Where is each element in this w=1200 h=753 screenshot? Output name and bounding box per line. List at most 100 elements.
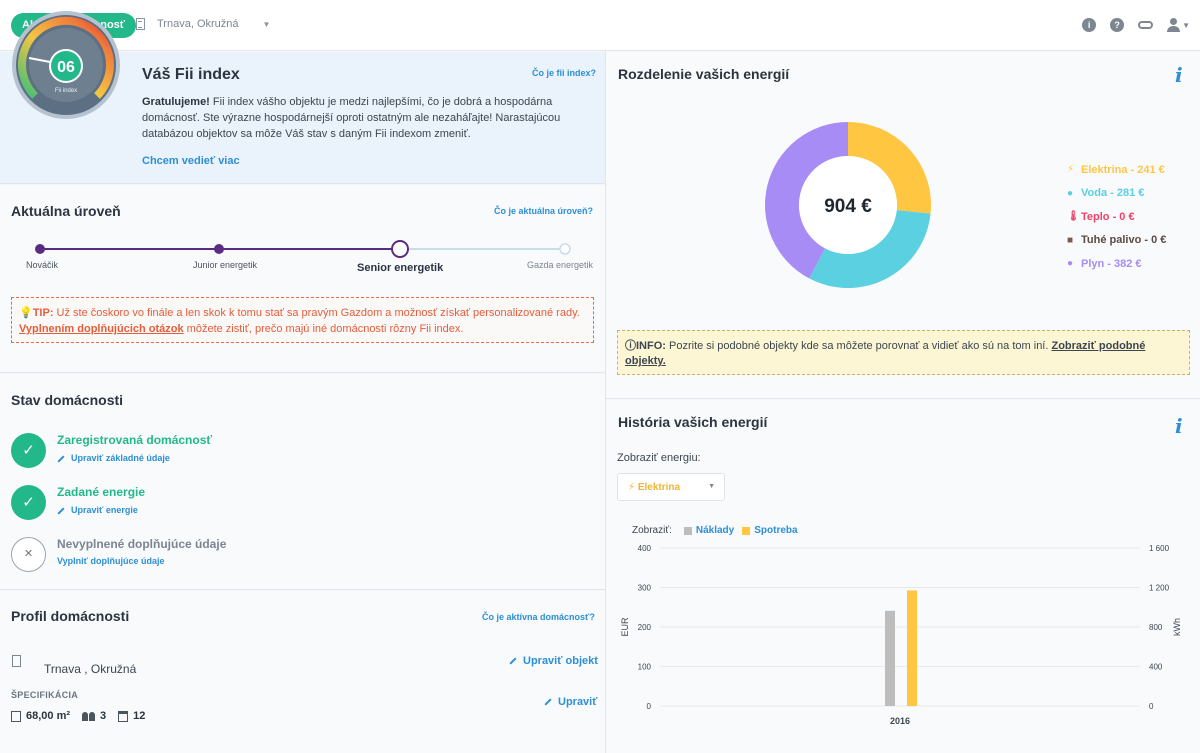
tip-prefix: 💡TIP: <box>19 307 54 319</box>
bar-náklady[interactable] <box>885 610 895 706</box>
legend-item: ⚡ Elektrina - 241 € <box>1067 163 1165 176</box>
show-energy-label: Zobraziť energiu: <box>617 452 701 464</box>
spec-label: ŠPECIFIKÁCIA <box>11 690 79 700</box>
fii-gauge: 06 Fii index <box>12 11 120 119</box>
fii-more-link[interactable]: Chcem vedieť viac <box>142 155 240 167</box>
level-track <box>35 240 571 258</box>
top-bar: Aktívna domácnosť Trnava, Okružná ▼ i ? … <box>0 0 1200 51</box>
check-icon: ✓ <box>11 485 46 520</box>
level-step-dot <box>35 244 45 254</box>
profile-panel <box>0 591 605 753</box>
level-step-label: Gazda energetik <box>527 260 594 270</box>
chevron-down-icon: ▼ <box>708 483 715 490</box>
fii-score: 06 <box>57 59 75 76</box>
history-bar-chart: 0 0 100 400 200 800 300 1 200 400 1 600 EUR kWh 2016 <box>620 544 1182 726</box>
info-text: Pozrite si podobné objekty kde sa môžete… <box>665 340 1052 352</box>
fii-help-link[interactable]: Čo je fii index? <box>532 68 597 78</box>
legend-swatch <box>742 526 751 535</box>
fii-text: Fii index vášho objektu je medzi najlepš… <box>142 96 561 140</box>
legend-item: 🌡 Teplo - 0 € <box>1067 210 1135 223</box>
level-step-label: Junior energetik <box>193 260 258 270</box>
edit-object-link[interactable]: Upraviť objekt <box>509 655 598 667</box>
y-right-tick-label: 800 <box>1149 623 1163 632</box>
level-step-dot <box>214 244 224 254</box>
status-item: ✓ Zaregistrovaná domácnosť Upraviť zákla… <box>11 433 212 468</box>
pencil-icon <box>57 507 65 515</box>
bolt-icon: ⚡ <box>628 482 638 493</box>
tip-text: Už ste čoskoro vo finále a len skok k to… <box>53 307 580 319</box>
status-item-link[interactable]: Upraviť základné údaje <box>57 453 212 463</box>
y-right-axis-label: kWh <box>1172 618 1182 636</box>
fuel-icon: ■ <box>1067 234 1074 246</box>
fii-title: Váš Fii index <box>142 66 240 83</box>
energies-title: Rozdelenie vašich energií <box>618 66 790 82</box>
y-right-tick-label: 1 600 <box>1149 544 1170 553</box>
toolbar-icons: i ? ▼ <box>1082 18 1190 32</box>
history-title: História vašich energií <box>618 414 768 430</box>
status-item-link[interactable]: Vyplniť doplňujúce údaje <box>57 556 165 566</box>
y-tick-label: 0 <box>647 702 652 711</box>
y-tick-label: 200 <box>638 623 652 632</box>
y-right-tick-label: 0 <box>1149 702 1154 711</box>
status-panel <box>0 374 605 590</box>
y-right-tick-label: 400 <box>1149 663 1163 672</box>
donut-total: 904 € <box>824 196 872 217</box>
y-tick-label: 300 <box>638 584 652 593</box>
flame-icon: ● <box>1067 258 1074 270</box>
location-text: Trnava, Okružná <box>157 18 239 30</box>
status-title: Stav domácnosti <box>11 392 124 408</box>
level-title: Aktuálna úroveň <box>11 203 121 219</box>
edit-spec-link[interactable]: Upraviť <box>544 696 598 708</box>
donut-slice[interactable] <box>809 210 931 288</box>
tip-link[interactable]: Vyplnením doplňujúcich otázok <box>19 323 184 335</box>
level-current-label: Senior energetik <box>357 262 444 274</box>
donut-slice[interactable] <box>765 122 848 279</box>
info-icon[interactable]: i <box>1175 414 1183 438</box>
people-icon <box>82 711 96 721</box>
drop-icon: ● <box>1067 187 1074 199</box>
user-menu[interactable]: ▼ <box>1167 18 1190 32</box>
toggle-costs[interactable]: Náklady <box>695 525 735 536</box>
info-icon[interactable]: i <box>1082 18 1097 32</box>
y-tick-label: 400 <box>638 544 652 553</box>
tip-text-end: môžete zistiť, prečo majú iné domácnosti… <box>183 323 464 335</box>
display-toggles: Zobraziť: Náklady Spotreba <box>632 525 798 536</box>
bolt-icon: ⚡ <box>1067 164 1075 176</box>
pencil-icon <box>544 698 552 706</box>
x-tick-label: 2016 <box>890 716 910 726</box>
user-icon <box>1167 18 1181 32</box>
info-icon[interactable]: i <box>1175 63 1183 87</box>
level-help-link[interactable]: Čo je aktuálna úroveň? <box>494 206 594 216</box>
energy-select[interactable]: ⚡ Elektrina ▼ <box>617 473 725 501</box>
thermometer-icon: 🌡 <box>1067 211 1080 223</box>
check-icon: ✓ <box>11 433 46 468</box>
energy-donut-chart: 904 € <box>765 122 931 288</box>
pencil-icon <box>509 657 517 665</box>
status-item-link[interactable]: Upraviť energie <box>57 505 145 515</box>
info-link[interactable]: Zobraziť podobné objekty. <box>625 340 1146 367</box>
chevron-down-icon: ▼ <box>1182 20 1190 30</box>
status-item-title: Nevyplnené doplňujúce údaje <box>57 537 227 551</box>
donut-slice[interactable] <box>848 122 931 214</box>
link-icon[interactable] <box>1138 21 1154 29</box>
donut-hole <box>799 156 897 254</box>
level-current-dot <box>391 240 409 258</box>
months-value: 12 <box>133 710 146 722</box>
area-value: 68,00 m² <box>26 710 71 722</box>
status-item: ✕ Nevyplnené doplňujúce údaje Vyplniť do… <box>11 537 226 572</box>
column-divider <box>605 51 606 753</box>
level-step-label: Nováčik <box>26 260 59 270</box>
location-selector[interactable]: Trnava, Okružná ▼ <box>136 18 270 30</box>
persons-value: 3 <box>100 710 107 722</box>
info-icon: ⓘ <box>625 340 636 352</box>
bar-spotreba[interactable] <box>907 590 917 706</box>
history-panel <box>606 400 1200 753</box>
toggle-consumption[interactable]: Spotreba <box>754 525 798 536</box>
y-tick-label: 100 <box>638 663 652 672</box>
chevron-down-icon: ▼ <box>262 19 271 29</box>
help-icon[interactable]: ? <box>1110 18 1125 32</box>
legend-item: ● Plyn - 382 € <box>1067 257 1142 270</box>
legend-item: ■ Tuhé palivo - 0 € <box>1067 234 1167 247</box>
profile-help-link[interactable]: Čo je aktívna domácnosť? <box>482 612 595 622</box>
tip-box: 💡TIP: Už ste čoskoro vo finále a len sko… <box>11 297 594 343</box>
